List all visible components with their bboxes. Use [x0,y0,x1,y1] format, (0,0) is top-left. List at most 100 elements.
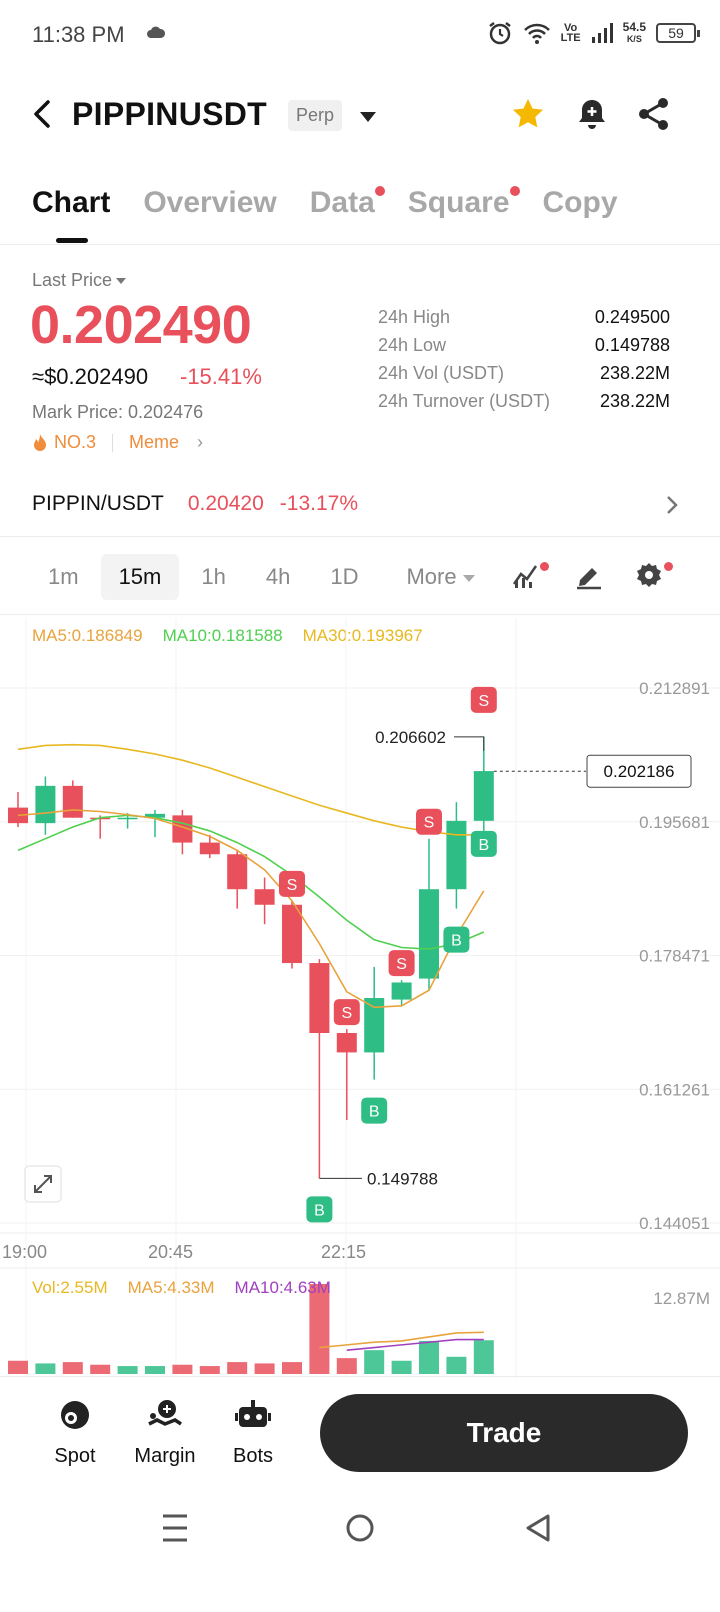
buy-signal-marker: B [470,830,497,857]
wifi-icon [523,23,550,44]
interval-bar: 1m 15m 1h 4h 1D More [30,554,497,600]
settings-gear-icon[interactable] [634,560,664,590]
bots-icon [235,1400,271,1427]
candle [419,838,439,991]
signal-badge [416,808,442,835]
signal-badge [333,999,360,1026]
chevron-right-icon[interactable] [664,494,680,516]
interval-more[interactable]: More [388,554,492,600]
tab-indicator [56,238,88,243]
bell-add-icon[interactable] [574,96,610,132]
candle [336,1029,357,1121]
menu-icon[interactable] [163,1514,187,1542]
sell-signal-marker: S [333,999,360,1026]
volume-ma10-line [346,1338,484,1351]
stat-row: 24h Low 0.149788 [378,335,670,355]
home-icon[interactable] [346,1514,374,1542]
tab-chart[interactable]: Chart [32,186,111,219]
chevron-down-icon[interactable] [360,112,376,122]
candle-body [145,813,165,818]
rank-tags[interactable]: NO.3 Meme › [32,432,203,453]
high-annotation: 0.206602 [375,728,446,747]
interval-1h[interactable]: 1h [201,564,226,589]
candle-body [62,785,83,818]
x-axis-label: 20:45 [148,1242,193,1262]
tab-square[interactable]: Square [408,186,520,220]
interval-1m[interactable]: 1m [48,564,79,589]
system-nav-bar [163,1514,550,1542]
candle-body [473,771,494,821]
signal-label: S [287,877,298,894]
ma5-line [17,809,485,1009]
annotation-line [454,736,485,751]
candle [446,802,467,909]
volte-indicator: Vo LTE [560,22,581,44]
volume-bar [145,1366,165,1374]
chevron-right-icon[interactable]: › [197,432,204,452]
tab-data[interactable]: Data [310,186,385,220]
candle [254,877,275,925]
tab-overview[interactable]: Overview [143,186,277,219]
alarm-icon [488,22,511,45]
status-time: 11:38 PM [32,22,125,47]
divider [0,536,720,537]
y-axis-label: 0.161261 [639,1080,710,1099]
interval-1d[interactable]: 1D [330,564,359,589]
cloud-icon [147,26,166,38]
tab-bar: Chart Overview Data Square Copy [32,186,720,220]
signal-icon [591,23,613,43]
candle [62,780,83,818]
candle-body [254,889,275,905]
interval-15m[interactable]: 15m [100,554,180,600]
indicator-icon[interactable] [512,560,542,590]
candlestick-chart[interactable]: 0.212891 0.195681 0.178471 0.161261 0.144051… [0,618,720,1378]
signal-badge [470,830,497,857]
spot-pair: PIPPIN/USDT [32,492,164,515]
caret-down-icon [462,574,475,582]
sell-signal-marker: S [470,686,497,713]
tab-copy[interactable]: Copy [542,186,618,219]
y-axis-label: 0.178471 [639,947,710,966]
spot-pair-row[interactable]: PIPPIN/USDT 0.20420 -13.17% [32,492,680,516]
volume-bar [90,1364,111,1374]
back-icon[interactable] [526,1514,550,1542]
trade-button[interactable]: Trade [320,1394,688,1472]
candle-body [117,817,138,820]
rank-label: NO.3 [54,432,97,452]
status-icons: Vo LTE 54.5 K/S 59 [487,20,700,46]
candle-body [446,820,467,890]
signal-badge [443,926,470,953]
candle-body [309,963,330,1033]
chart-grid [0,618,720,1378]
net-speed: 54.5 K/S [622,20,646,44]
last-price-label[interactable]: Last Price [32,270,127,291]
expand-icon[interactable] [24,1165,62,1203]
signal-label: S [424,815,435,832]
current-price-box [586,754,692,788]
candle-body [364,998,385,1053]
share-icon[interactable] [636,96,672,132]
volume-value: Vol:2.55M [32,1278,108,1297]
candle [309,959,330,1179]
nav-bots[interactable]: Bots [208,1398,298,1468]
draw-pen-icon[interactable] [574,560,604,590]
signal-label: B [369,1104,380,1121]
nav-spot[interactable]: Spot [30,1398,120,1468]
star-icon[interactable] [510,96,546,132]
interval-4h[interactable]: 4h [265,564,291,589]
x-axis-label: 19:00 [2,1242,47,1262]
y-axis-label: 0.144051 [639,1214,710,1233]
ma10-value: MA10:0.181588 [162,626,283,645]
volume-bar [254,1363,275,1374]
back-arrow-icon[interactable] [30,96,58,132]
nav-margin[interactable]: Margin [120,1398,210,1468]
candle-body [391,982,412,1000]
candle-body [8,807,28,824]
volume-bar [419,1340,439,1374]
usd-price: ≈$0.202490 [32,364,149,389]
category-label[interactable]: Meme [129,432,180,452]
signal-badge [306,1196,333,1223]
y-axis-label: 0.195681 [639,813,710,832]
volume-bar [227,1362,248,1374]
contract-type-badge[interactable]: Perp [288,100,343,131]
